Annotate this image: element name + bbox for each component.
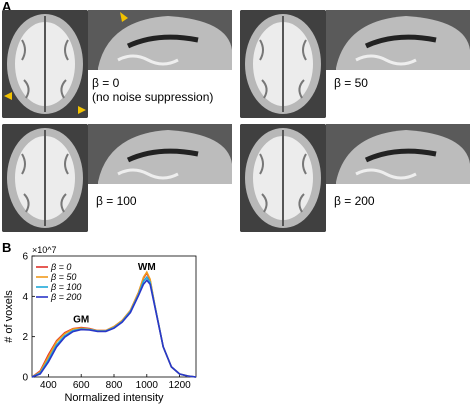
- beta-label: β = 0: [92, 76, 120, 90]
- beta-label: β = 200: [334, 194, 375, 208]
- axial-brain-svg: [2, 124, 88, 232]
- axial-brain-image: [240, 10, 326, 118]
- chart-labels: Normalized intensity # of voxels ×10^7 GM WM: [3, 245, 164, 404]
- beta-label: β = 100: [96, 194, 137, 208]
- axial-brain-svg: [240, 124, 326, 232]
- y-tick-label: 2: [22, 332, 28, 343]
- sagittal-brain-image: [326, 10, 470, 70]
- y-multiplier: ×10^7: [32, 245, 57, 255]
- panel-label-a: A: [2, 0, 12, 14]
- legend-label: β = 0: [50, 262, 71, 272]
- axial-brain-svg: [240, 10, 326, 118]
- peak-annotation: GM: [73, 315, 89, 326]
- x-tick-label: 600: [73, 380, 90, 391]
- panel-label-b: B: [2, 240, 12, 255]
- y-axis-label: # of voxels: [3, 290, 15, 343]
- beta-label: β = 50: [334, 76, 368, 90]
- legend-label: β = 50: [50, 272, 76, 282]
- sagittal-brain-svg: [326, 10, 470, 70]
- y-tick-label: 0: [22, 373, 28, 384]
- sagittal-brain-svg: [88, 124, 232, 184]
- axial-brain-image: [2, 124, 88, 232]
- beta-note: (no noise suppression): [92, 90, 214, 104]
- x-tick-label: 1200: [168, 380, 191, 391]
- legend-label: β = 200: [50, 292, 81, 302]
- arrow-marker-icon: [4, 92, 12, 100]
- x-axis-label: Normalized intensity: [64, 392, 164, 404]
- x-tick-label: 1000: [136, 380, 159, 391]
- histogram-chart: 400 600 800 1000 1200 0 2 4 6 β = 0β = 50β = 100…: [3, 245, 197, 404]
- sagittal-brain-svg: [88, 10, 232, 70]
- x-tick-label: 800: [106, 380, 123, 391]
- sagittal-brain-image: [88, 124, 232, 184]
- peak-annotation: WM: [138, 262, 156, 273]
- legend-label: β = 100: [50, 282, 81, 292]
- chart-axes: 400 600 800 1000 1200 0 2 4 6: [22, 252, 197, 391]
- y-tick-label: 6: [22, 252, 28, 263]
- x-tick-label: 400: [40, 380, 57, 391]
- arrow-marker-icon: [78, 106, 86, 114]
- axial-brain-image: [240, 124, 326, 232]
- axial-brain-svg: [2, 10, 88, 118]
- chart-lines: [31, 270, 197, 378]
- sagittal-brain-image: [326, 124, 470, 184]
- arrow-marker-icon: [120, 12, 128, 22]
- sagittal-brain-image: [88, 10, 232, 70]
- series-line: [31, 278, 197, 378]
- axial-brain-image: [2, 10, 88, 118]
- y-tick-label: 4: [22, 292, 28, 303]
- sagittal-brain-svg: [326, 124, 470, 184]
- arrow-marker-icons: [4, 92, 86, 114]
